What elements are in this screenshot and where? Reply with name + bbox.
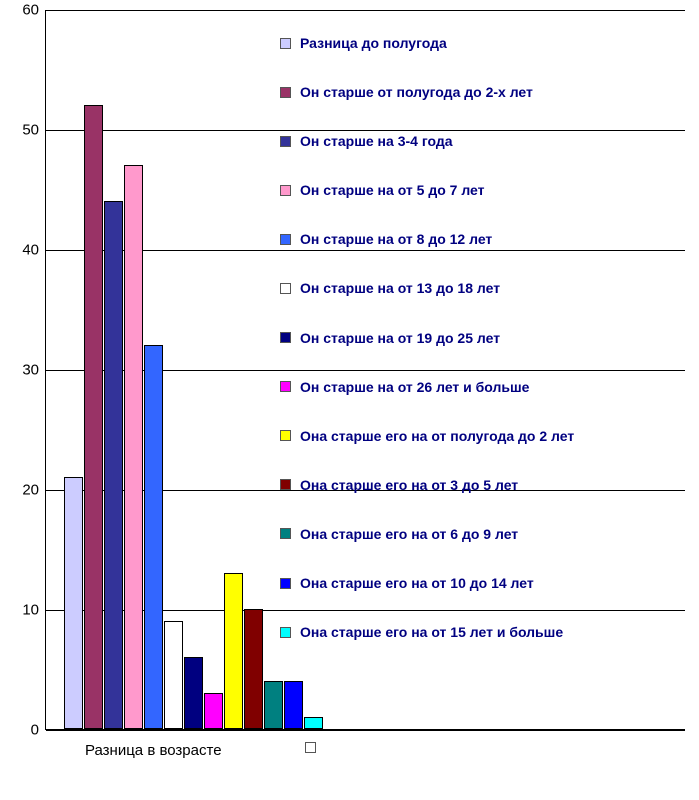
legend-swatch <box>280 87 291 98</box>
legend-label: Она старше его на от 6 до 9 лет <box>300 526 518 542</box>
legend-item: Она старше его на от 3 до 5 лет <box>280 477 680 493</box>
bar <box>84 105 103 729</box>
bar <box>224 573 243 729</box>
legend-label: Он старше на от 8 до 12 лет <box>300 231 492 247</box>
legend-item: Она старше его на от 15 лет и больше <box>280 624 680 640</box>
legend-item: Он старше на от 13 до 18 лет <box>280 280 680 296</box>
bar <box>144 345 163 729</box>
bar <box>284 681 303 729</box>
legend-label: Она старше его на от 15 лет и больше <box>300 624 563 640</box>
legend-item: Она старше его на от 6 до 9 лет <box>280 526 680 542</box>
empty-legend-marker <box>305 742 325 753</box>
legend-label: Он старше на от 13 до 18 лет <box>300 280 500 296</box>
legend-item: Он старше на от 5 до 7 лет <box>280 182 680 198</box>
ytick-label: 40 <box>5 242 39 259</box>
legend-swatch <box>280 381 291 392</box>
legend-swatch <box>280 430 291 441</box>
bar <box>164 621 183 729</box>
legend-swatch <box>280 38 291 49</box>
x-axis-label: Разница в возрасте <box>85 742 222 759</box>
legend-label: Она старше его на от полугода до 2 лет <box>300 428 574 444</box>
legend-label: Он старше на от 19 до 25 лет <box>300 330 500 346</box>
ytick-label: 20 <box>5 482 39 499</box>
bar <box>204 693 223 729</box>
legend-swatch <box>280 578 291 589</box>
ytick-label: 30 <box>5 362 39 379</box>
ytick-label: 50 <box>5 122 39 139</box>
legend-item: Он старше на от 8 до 12 лет <box>280 231 680 247</box>
bar <box>304 717 323 729</box>
ytick-label: 60 <box>5 2 39 19</box>
legend-swatch <box>280 185 291 196</box>
legend-label: Он старше на от 5 до 7 лет <box>300 182 485 198</box>
legend-item: Она старше его на от 10 до 14 лет <box>280 575 680 591</box>
bar <box>64 477 83 729</box>
legend-item: Он старше на от 26 лет и больше <box>280 379 680 395</box>
gridline <box>46 730 685 731</box>
legend-label: Она старше его на от 3 до 5 лет <box>300 477 518 493</box>
legend-swatch <box>280 332 291 343</box>
legend: Разница до полугода Он старше от полугода… <box>280 35 680 673</box>
bar <box>184 657 203 729</box>
legend-item: Он старше от полугода до 2-х лет <box>280 84 680 100</box>
bar <box>244 609 263 729</box>
legend-item: Он старше на от 19 до 25 лет <box>280 330 680 346</box>
bar <box>124 165 143 729</box>
legend-swatch <box>280 136 291 147</box>
legend-item: Разница до полугода <box>280 35 680 51</box>
legend-label: Она старше его на от 10 до 14 лет <box>300 575 534 591</box>
bar <box>104 201 123 729</box>
legend-item: Она старше его на от полугода до 2 лет <box>280 428 680 444</box>
gridline <box>46 10 685 11</box>
ytick-label: 0 <box>5 722 39 739</box>
legend-label: Он старше от полугода до 2-х лет <box>300 84 533 100</box>
legend-label: Он старше на 3-4 года <box>300 133 453 149</box>
legend-swatch <box>280 528 291 539</box>
legend-swatch <box>280 283 291 294</box>
legend-swatch <box>280 234 291 245</box>
bar <box>264 681 283 729</box>
ytick-label: 10 <box>5 602 39 619</box>
age-difference-bar-chart: Разница до полугода Он старше от полугода… <box>0 0 699 800</box>
empty-swatch <box>305 742 316 753</box>
legend-swatch <box>280 479 291 490</box>
legend-label: Разница до полугода <box>300 35 447 51</box>
legend-item: Он старше на 3-4 года <box>280 133 680 149</box>
legend-label: Он старше на от 26 лет и больше <box>300 379 529 395</box>
legend-swatch <box>280 627 291 638</box>
